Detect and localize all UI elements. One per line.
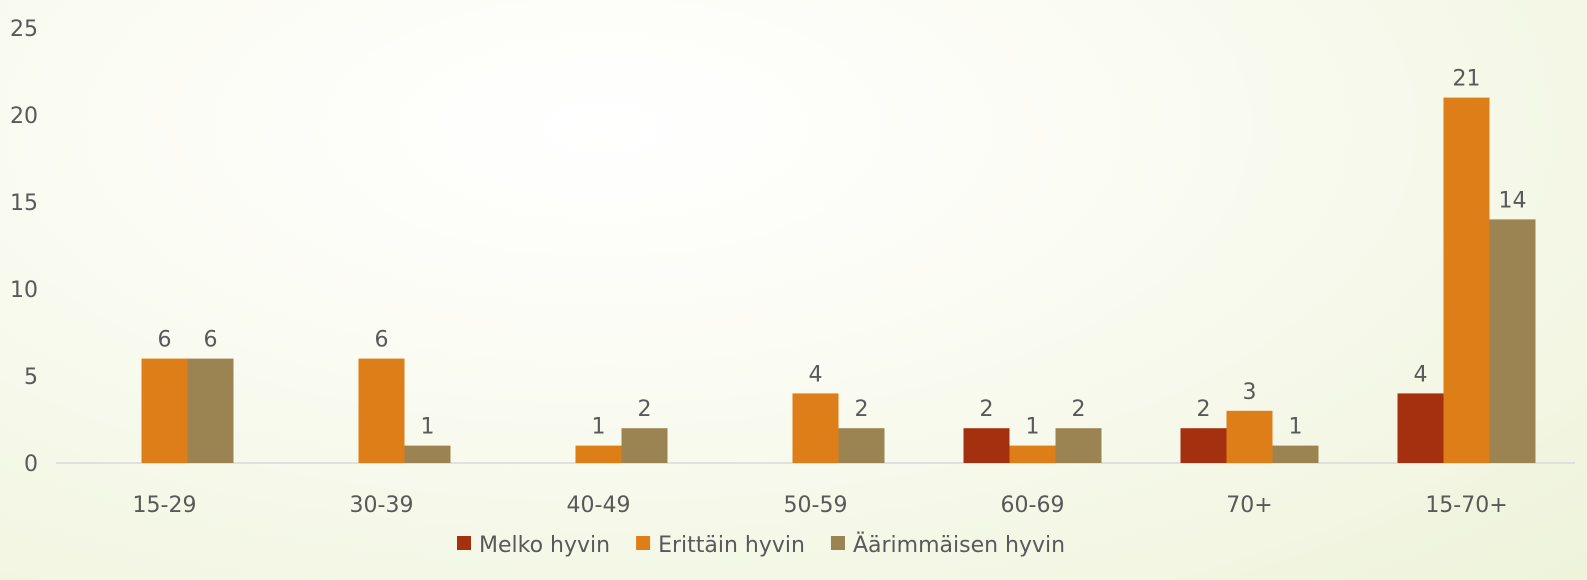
bar [358, 358, 405, 463]
y-tick-label: 15 [10, 191, 38, 216]
x-tick-label: 30-39 [350, 493, 414, 518]
bar [1272, 445, 1319, 463]
legend-label: Äärimmäisen hyvin [853, 532, 1065, 558]
data-label: 2 [855, 397, 869, 422]
bar [187, 358, 234, 463]
data-label: 1 [1026, 415, 1040, 440]
y-axis: 0 5 10 15 20 25 [10, 17, 38, 477]
x-tick-label: 15-29 [133, 493, 197, 518]
data-label: 6 [204, 328, 218, 353]
x-tick-label: 70+ [1226, 493, 1272, 518]
data-label: 4 [809, 362, 823, 387]
x-tick-label: 15-70+ [1425, 493, 1507, 518]
bar [1489, 219, 1536, 463]
y-tick-label: 25 [10, 17, 38, 42]
bar [1226, 410, 1273, 463]
legend: Melko hyvin Erittäin hyvin Äärimmäisen hyv… [457, 532, 1065, 558]
legend-label: Erittäin hyvin [658, 533, 805, 558]
data-label: 1 [592, 415, 606, 440]
x-axis: 15-29 30-39 40-49 50-59 60-69 70+ 15-70+ [133, 493, 1508, 518]
data-label: 3 [1243, 380, 1257, 405]
bar [575, 445, 622, 463]
data-label: 2 [638, 397, 652, 422]
data-label: 1 [421, 415, 435, 440]
bar [621, 428, 668, 463]
bar [963, 428, 1010, 463]
x-tick-label: 50-59 [784, 493, 848, 518]
x-tick-label: 40-49 [567, 493, 631, 518]
data-label: 2 [1072, 397, 1086, 422]
bar [1009, 445, 1056, 463]
legend-item: Melko hyvin [457, 533, 610, 558]
bar [838, 428, 885, 463]
legend-item: Erittäin hyvin [636, 533, 805, 558]
bar [1397, 393, 1444, 463]
data-label: 6 [158, 328, 172, 353]
y-tick-label: 10 [10, 278, 38, 303]
bar [404, 445, 451, 463]
y-tick-label: 0 [24, 452, 38, 477]
data-label: 1 [1289, 415, 1303, 440]
data-label: 2 [980, 397, 994, 422]
y-tick-label: 20 [10, 104, 38, 129]
x-tick-label: 60-69 [1001, 493, 1065, 518]
data-label: 14 [1499, 188, 1527, 213]
bar [141, 358, 188, 463]
legend-swatch [457, 536, 471, 550]
bar [1443, 97, 1490, 463]
legend-item: Äärimmäisen hyvin [830, 532, 1065, 558]
data-label: 21 [1453, 67, 1481, 92]
legend-label: Melko hyvin [479, 533, 610, 558]
bars [141, 97, 1536, 463]
bar [1180, 428, 1227, 463]
data-label: 4 [1414, 362, 1428, 387]
legend-swatch [636, 536, 651, 550]
y-tick-label: 5 [24, 365, 38, 390]
data-label: 6 [375, 328, 389, 353]
bar [1055, 428, 1102, 463]
data-label: 2 [1197, 397, 1211, 422]
legend-swatch [830, 536, 845, 550]
bar [792, 393, 839, 463]
